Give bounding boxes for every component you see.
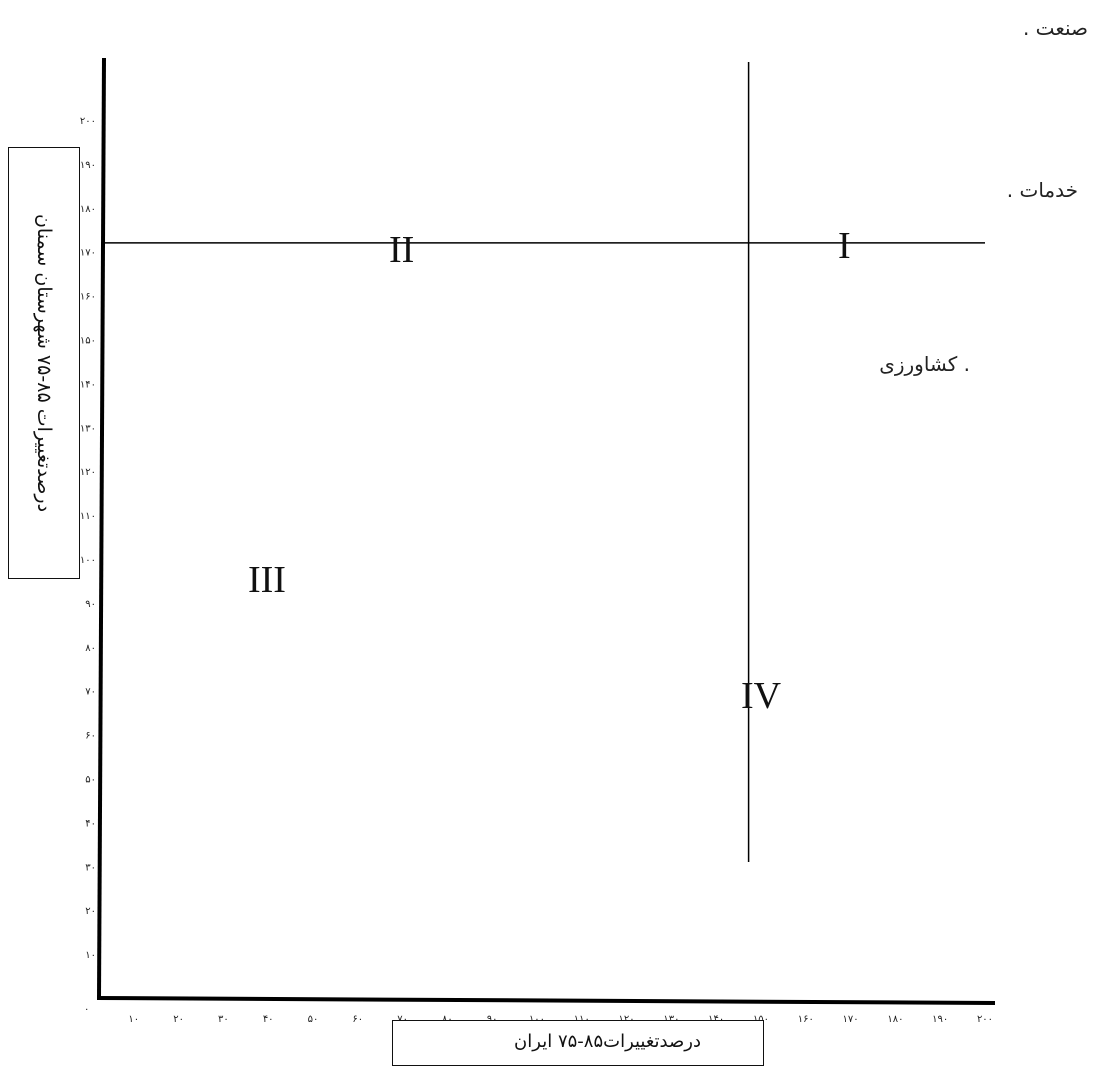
- x-tick-label: ۱۶۰: [798, 1014, 814, 1025]
- y-tick-label: ۱۰: [85, 950, 96, 961]
- y-tick-label: ۸۰: [85, 643, 96, 654]
- y-tick-label: ۱۰۰: [80, 555, 96, 566]
- y-tick-label: ۱۶۰: [80, 292, 96, 303]
- x-axis-title-box: درصدتغییرات۸۵-۷۵ ایران: [392, 1020, 764, 1066]
- x-tick-label: ۱۹۰: [932, 1014, 948, 1025]
- x-tick-label: ۱۳۰: [663, 1014, 679, 1025]
- y-tick-label: ۹۰: [85, 599, 96, 610]
- y-tick-label: ۲۰۰: [80, 116, 96, 127]
- x-tick-label: ۱۷۰: [843, 1014, 859, 1025]
- x-tick-label: ۱۰۰: [529, 1014, 545, 1025]
- quadrant-label-3: III: [248, 559, 286, 601]
- x-tick-label: ۱۸۰: [887, 1014, 903, 1025]
- y-tick-label: ۱۹۰: [80, 160, 96, 171]
- x-tick-label: ۲۰: [173, 1014, 184, 1025]
- y-tick-label: ۵۰: [85, 775, 96, 786]
- x-tick-label: ۸۰: [442, 1014, 453, 1025]
- y-tick-label: ۴۰: [85, 818, 96, 829]
- x-tick-label: ۱۴۰: [708, 1014, 724, 1025]
- y-tick-label: ۱۱۰: [80, 511, 96, 522]
- y-tick-label: ۱۲۰: [80, 467, 96, 478]
- x-tick-label: ۳۰: [218, 1014, 229, 1025]
- quadrant-label-2: II: [389, 229, 415, 271]
- y-tick-label: ۱۵۰: [80, 336, 96, 347]
- x-tick-label: ۱۵۰: [753, 1014, 769, 1025]
- x-tick-label: ۵۰: [308, 1014, 319, 1025]
- x-axis-title: درصدتغییرات۸۵-۷۵ ایران: [514, 1031, 701, 1052]
- y-tick-label: ۱۸۰: [80, 204, 96, 215]
- y-tick-label: ۶۰: [85, 731, 96, 742]
- x-tick-label: ۱۱۰: [574, 1014, 590, 1025]
- industry-sector-label: صنعت .: [1022, 16, 1088, 40]
- y-tick-label: ۲۰: [85, 906, 96, 917]
- quadrant-label-1: I: [838, 225, 851, 267]
- x-axis-line: [96, 996, 996, 1005]
- x-tick-label: ۱۰: [128, 1014, 139, 1025]
- origin-tick-label: ۰: [84, 1004, 89, 1015]
- services-sector-label: خدمات .: [1006, 178, 1078, 202]
- y-axis-title-box: درصدتغییرات ۸۵-۷۵ شهرستان سمنان: [8, 147, 80, 579]
- y-tick-label: ۱۳۰: [80, 423, 96, 434]
- x-tick-label: ۷۰: [397, 1014, 408, 1025]
- quadrant-label-4: IV: [741, 675, 782, 717]
- y-tick-labels: ۱۰ ۲۰ ۳۰ ۴۰ ۵۰ ۶۰ ۷۰ ۸۰ ۹۰ ۱۰۰ ۱۱۰ ۱۲۰ ۱۳۰ ۱۴۰ ۱۵۰ ۱۶۰ ۱…: [80, 116, 96, 961]
- y-tick-label: ۱۷۰: [80, 248, 96, 259]
- agriculture-sector-label: . کشاورزی: [879, 352, 970, 376]
- x-tick-label: ۹۰: [487, 1014, 498, 1025]
- y-axis-title: درصدتغییرات ۸۵-۷۵ شهرستان سمنان: [33, 213, 55, 513]
- y-axis-line: [97, 57, 106, 999]
- x-tick-labels: ۱۰ ۲۰ ۳۰ ۴۰ ۵۰ ۶۰ ۷۰ ۸۰ ۹۰ ۱۰۰ ۱۱۰ ۱۲۰ ۱۳۰ ۱۴۰ ۱۵۰ ۱۶۰ ۱…: [128, 1014, 993, 1025]
- x-tick-label: ۲۰۰: [977, 1014, 993, 1025]
- x-tick-label: ۱۲۰: [619, 1014, 635, 1025]
- y-tick-label: ۷۰: [85, 687, 96, 698]
- x-tick-label: ۴۰: [263, 1014, 274, 1025]
- y-tick-label: ۳۰: [85, 862, 96, 873]
- x-tick-label: ۶۰: [352, 1014, 363, 1025]
- y-tick-label: ۱۴۰: [80, 379, 96, 390]
